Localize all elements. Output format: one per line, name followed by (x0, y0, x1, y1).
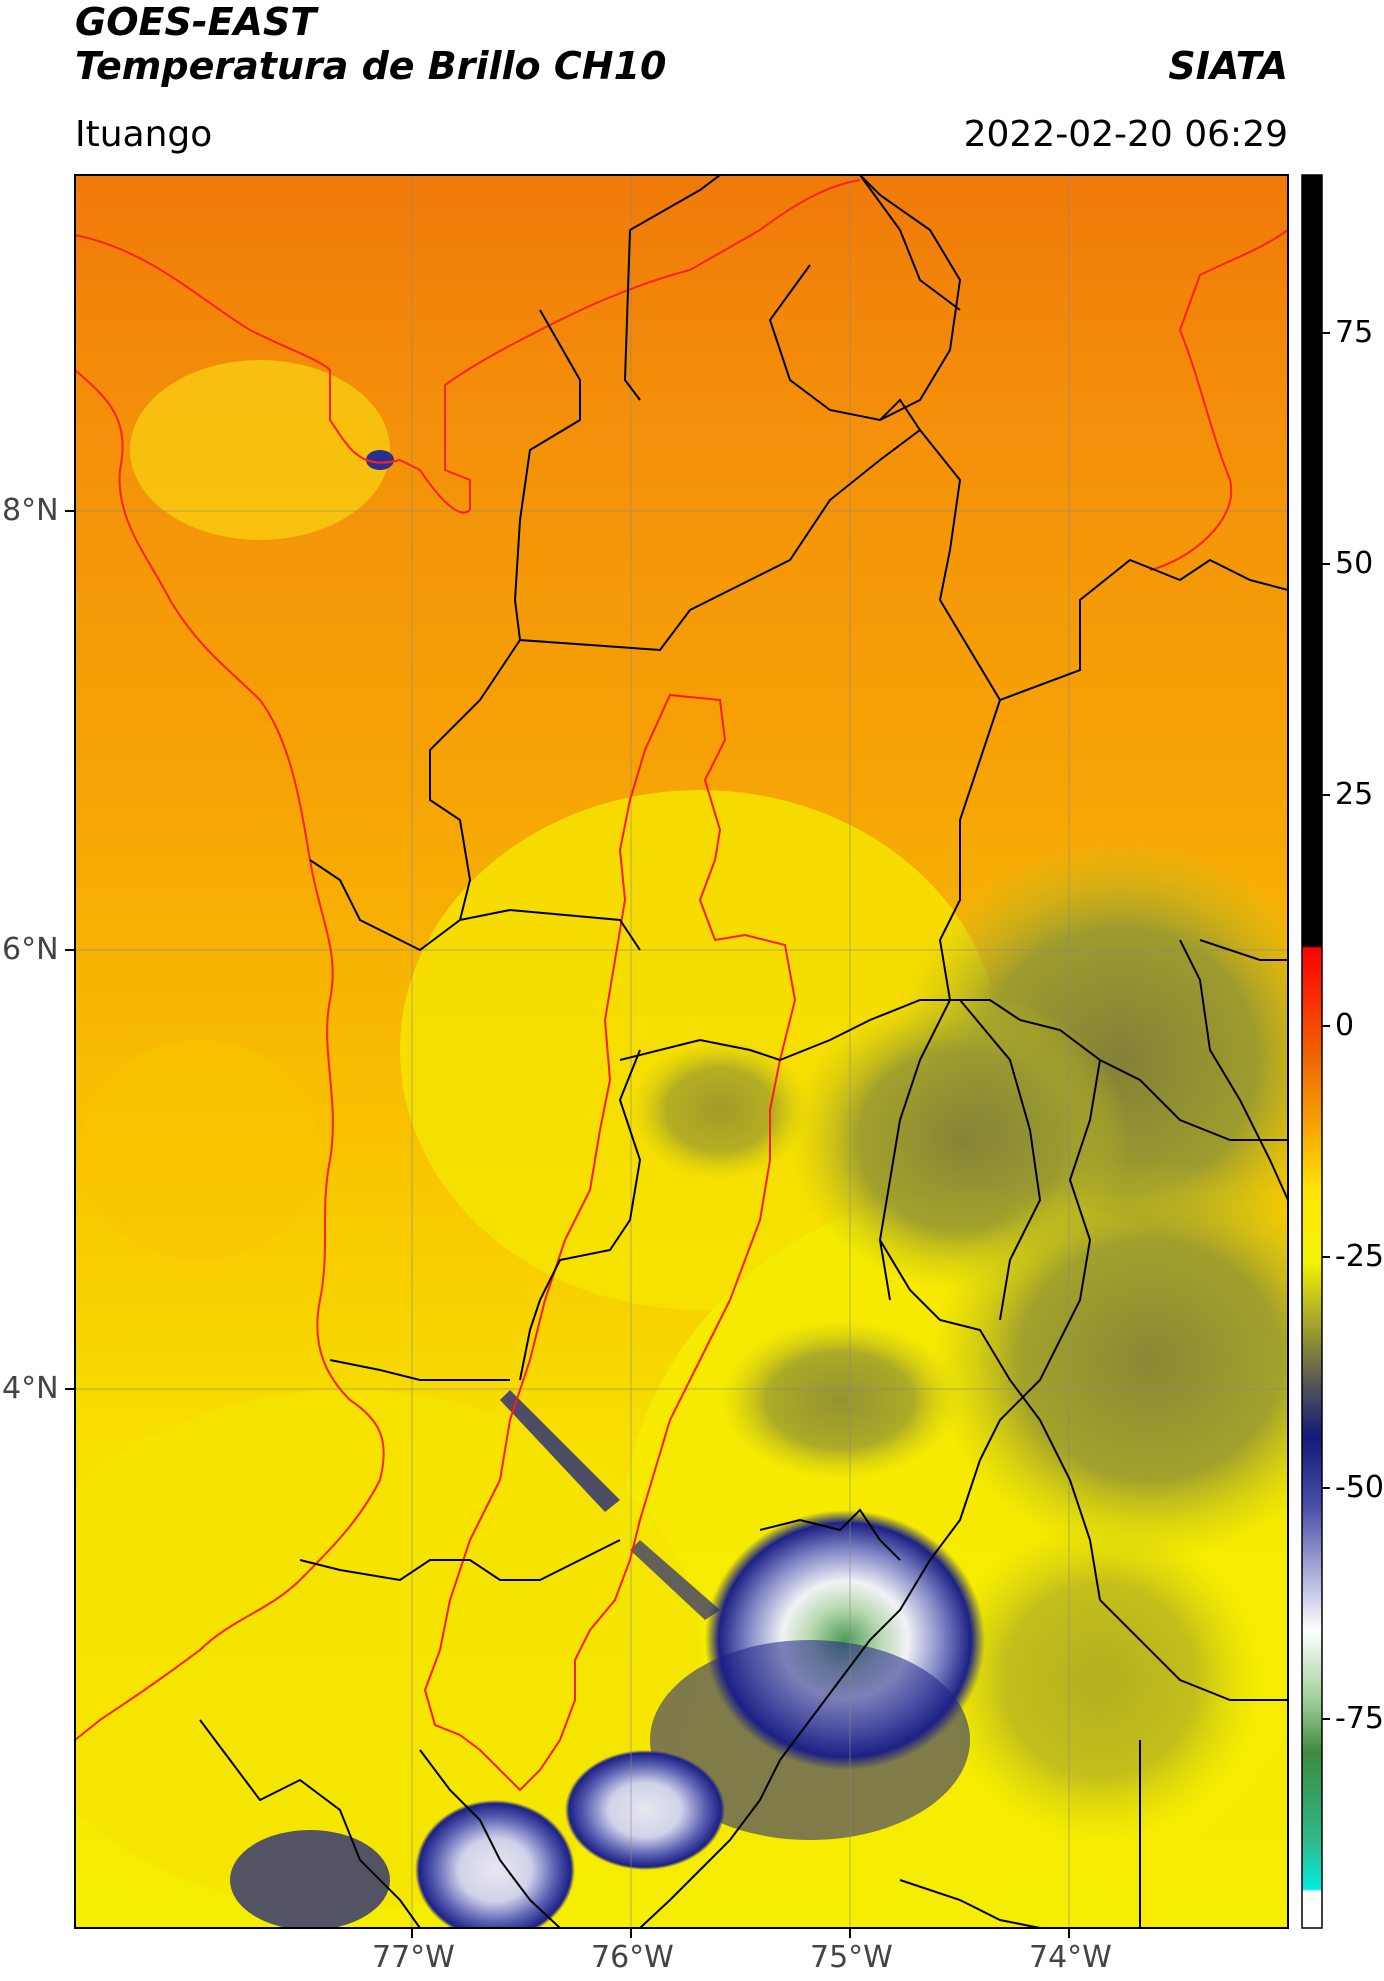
lat-label: 6°N (2, 932, 59, 967)
colorbar-label: 25 (1335, 777, 1374, 812)
lon-label: 74°W (1029, 1940, 1112, 1975)
product-title: Temperatura de Brillo CH10 (75, 44, 667, 88)
colorbar-label: 50 (1335, 546, 1374, 581)
lon-label: 76°W (591, 1940, 674, 1975)
lat-label: 8°N (2, 493, 59, 528)
brand-label: SIATA (1168, 44, 1288, 88)
storm-cell (415, 1800, 575, 1928)
cloud-area (930, 1160, 1288, 1560)
cloud-streak (500, 1390, 620, 1512)
map-frame (74, 174, 1289, 1929)
cloud-area (940, 1520, 1260, 1840)
coastline-east (1149, 229, 1288, 571)
warm-patch (130, 360, 390, 540)
cloud-area (720, 1320, 960, 1480)
warm-patch (75, 1390, 700, 1910)
colorbar-ticks (1322, 332, 1330, 1720)
coastline-pacific (75, 369, 385, 1741)
timestamp-label: 2022-02-20 06:29 (963, 114, 1288, 155)
storm-cell (565, 1750, 725, 1870)
colorbar-label: 0 (1335, 1008, 1355, 1043)
colorbar (1301, 174, 1323, 1929)
lon-label: 77°W (372, 1940, 455, 1975)
storm-cell (230, 1830, 390, 1928)
storm-cell (650, 1640, 970, 1840)
colorbar-label: -25 (1335, 1239, 1384, 1274)
admin-boundaries (199, 175, 1288, 1928)
cloud-area (630, 1040, 810, 1180)
location-label: Ituango (75, 114, 213, 155)
colorbar-label: -75 (1335, 1701, 1384, 1736)
cloud-streak (630, 1540, 720, 1620)
colorbar-label: -50 (1335, 1470, 1384, 1505)
satellite-title: GOES-EAST (75, 0, 317, 44)
axis-ticks (65, 510, 1070, 1938)
warm-patch (80, 1040, 320, 1260)
lat-label: 4°N (2, 1371, 59, 1406)
graticule (75, 175, 1288, 1928)
lon-label: 75°W (810, 1940, 893, 1975)
colorbar-label: 75 (1335, 315, 1374, 350)
coastline-north (75, 179, 861, 514)
basin-outline (423, 693, 797, 1792)
storm-cell (366, 450, 394, 470)
